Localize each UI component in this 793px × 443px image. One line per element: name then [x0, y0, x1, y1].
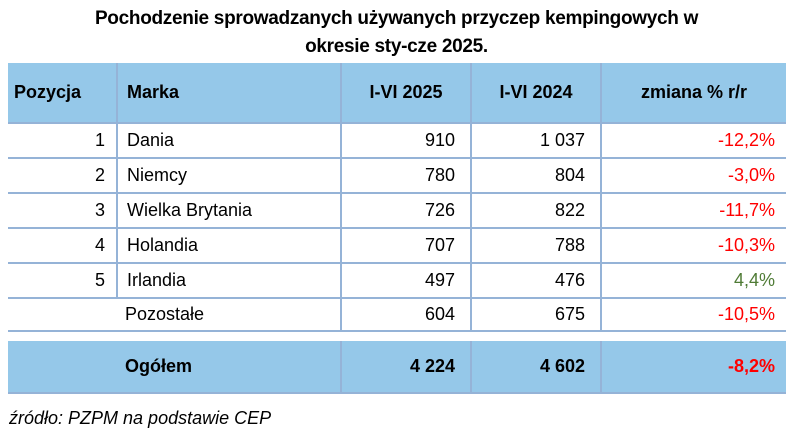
position-value: [8, 341, 116, 392]
table-row-pozostale: Pozostałe 604 675 -10,5%: [8, 297, 786, 332]
origin-table: Pozycja Marka I-VI 2025 I-VI 2024 zmiana…: [8, 63, 786, 394]
brand-value: Holandia: [116, 229, 340, 262]
value-2024: 804: [470, 159, 600, 192]
table-row-holandia: 4 Holandia 707 788 -10,3%: [8, 227, 786, 262]
total-label: Ogółem: [125, 356, 193, 376]
title-line-1: Pochodzenie sprowadzanych używanych przy…: [94, 8, 699, 29]
brand-value: Irlandia: [116, 264, 340, 297]
column-header-pozycja: Pozycja: [14, 82, 82, 102]
change-value: -12,2%: [600, 124, 786, 157]
table-header-row: Pozycja Marka I-VI 2025 I-VI 2024 zmiana…: [8, 63, 786, 122]
value-2025: 707: [340, 229, 470, 262]
column-header-2025: I-VI 2025: [340, 63, 470, 122]
change-value: -3,0%: [600, 159, 786, 192]
value-2025: 726: [340, 194, 470, 227]
position-value: 1: [94, 130, 105, 150]
table-row-wielka-brytania: 3 Wielka Brytania 726 822 -11,7%: [8, 192, 786, 227]
table-row-total: Ogółem 4 224 4 602 -8,2%: [8, 341, 786, 394]
value-2025: 604: [340, 299, 470, 330]
total-2025: 4 224: [340, 341, 470, 392]
title-line-2: okresie sty-cze 2025.: [305, 36, 488, 57]
column-header-change: zmiana % r/r: [600, 63, 786, 122]
brand-value: Dania: [116, 124, 340, 157]
total-change: -8,2%: [600, 341, 786, 392]
brand-value: Wielka Brytania: [116, 194, 340, 227]
change-value: -10,5%: [600, 299, 786, 330]
position-value: 5: [94, 270, 105, 290]
value-2025: 780: [340, 159, 470, 192]
source-note: źródło: PZPM na podstawie CEP: [9, 408, 272, 428]
change-value: -10,3%: [600, 229, 786, 262]
brand-value: Niemcy: [116, 159, 340, 192]
position-value: 3: [94, 200, 105, 220]
value-2025: 497: [340, 264, 470, 297]
change-value: -11,7%: [600, 194, 786, 227]
value-2024: 476: [470, 264, 600, 297]
table-row-dania: 1 Dania 910 1 037 -12,2%: [8, 122, 786, 157]
brand-value: Pozostałe: [125, 304, 205, 324]
table-row-niemcy: 2 Niemcy 780 804 -3,0%: [8, 157, 786, 192]
column-header-marka: Marka: [116, 63, 340, 122]
value-2024: 822: [470, 194, 600, 227]
value-2025: 910: [340, 124, 470, 157]
position-value: 4: [94, 235, 105, 255]
table-row-irlandia: 5 Irlandia 497 476 4,4%: [8, 262, 786, 297]
page-title: Pochodzenie sprowadzanych używanych przy…: [0, 5, 793, 61]
column-header-2024: I-VI 2024: [470, 63, 600, 122]
value-2024: 675: [470, 299, 600, 330]
value-2024: 1 037: [470, 124, 600, 157]
change-value: 4,4%: [600, 264, 786, 297]
position-value: 2: [94, 165, 105, 185]
total-2024: 4 602: [470, 341, 600, 392]
value-2024: 788: [470, 229, 600, 262]
position-value: [8, 299, 116, 330]
